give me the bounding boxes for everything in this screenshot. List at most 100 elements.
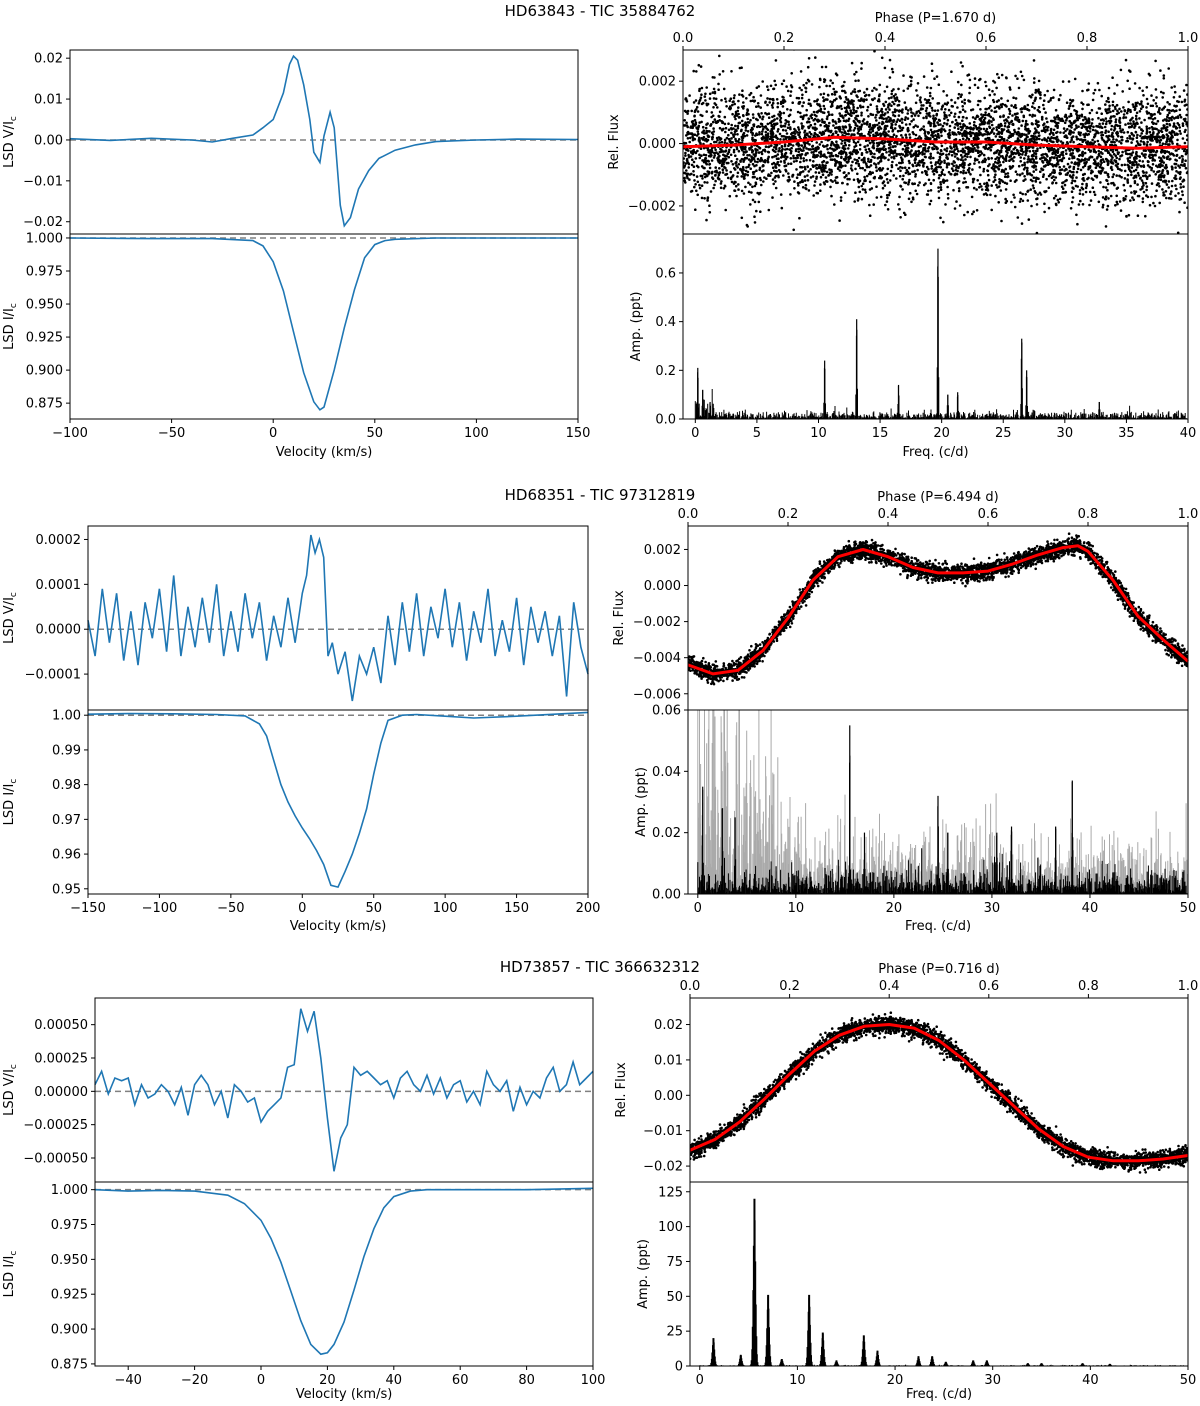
y-tick-label: 0.00000 [34,1085,88,1100]
x-tick-label: 5 [753,426,761,441]
y-tick-label: 0.975 [51,1218,88,1233]
y-tick-label: −0.002 [633,615,681,630]
y-axis-label: Amp. (ppt) [636,1239,651,1309]
y-tick-label: 0.02 [654,1018,683,1033]
light-curve-panel: −0.006 −0.004 −0.002 0.000 0.002 0.0 0.2 0.4 0.6… [612,490,1199,711]
star-title: HD63843 - TIC 35884762 [505,2,696,20]
x-tick-label: 100 [464,426,489,441]
y-tick-label: 0 [675,1360,683,1375]
top-x-tick-label: 0.4 [875,31,896,46]
stokes-i-panel: 0.95 0.96 0.97 0.98 0.99 1.00 LSD I/Ic −150 −100… [2,709,600,934]
x-axis-label: Velocity (km/s) [276,445,373,460]
top-x-tick-label: 1.0 [1178,979,1199,994]
x-tick-label: 20 [887,1373,904,1388]
y-tick-label: 0.96 [52,848,81,863]
y-tick-label: 125 [658,1185,683,1200]
y-tick-label: −0.0001 [25,668,81,683]
lsd-profile-line [94,1008,594,1172]
y-axis-label: LSD V/Ic [2,1064,19,1116]
y-axis-label: Rel. Flux [607,114,622,170]
y-axis-label: Amp. (ppt) [634,767,649,837]
top-x-tick-label: 0.8 [1077,31,1098,46]
y-tick-label: −0.004 [633,651,681,666]
y-tick-label: 0.950 [26,298,63,313]
x-tick-label: 50 [1180,901,1197,916]
data-points [690,1011,1188,1174]
stokes-v-panel: −0.0001 0.0000 0.0001 0.0002 LSD V/Ic [2,525,589,711]
axes-frame [69,233,579,420]
y-tick-label: 0.95 [52,882,81,897]
x-tick-label: 0 [298,901,306,916]
y-tick-label: 1.000 [51,1183,88,1198]
x-tick-label: 150 [504,901,529,916]
x-tick-label: 30 [984,901,1001,916]
top-x-tick-label: 0.2 [778,507,799,522]
x-tick-label: −20 [181,1373,208,1388]
light-curve-panel: −0.002 0.000 0.002 0.0 0.2 0.4 0.6 0.8 1.0 Phase … [607,11,1198,235]
x-tick-label: 30 [984,1373,1001,1388]
top-x-tick-label: 0.0 [678,507,699,522]
star-title: HD73857 - TIC 366632312 [500,958,700,976]
axes-frame [687,709,1189,895]
y-tick-label: −0.02 [23,215,63,230]
y-tick-label: 0.925 [51,1288,88,1303]
top-x-tick-label: 0.4 [879,979,900,994]
y-axis-label: LSD I/Ic [2,303,19,350]
top-x-tick-label: 0.8 [1078,507,1099,522]
x-tick-label: 0 [696,1373,704,1388]
x-tick-label: 25 [995,426,1012,441]
y-tick-label: 75 [666,1255,683,1270]
y-tick-label: 0.4 [655,315,676,330]
x-axis-label: Velocity (km/s) [296,1387,393,1402]
y-tick-label: 0.0001 [36,578,82,593]
stokes-v-panel: −0.00050 −0.00025 0.00000 0.00025 0.00050 LSD… [2,997,594,1183]
y-axis-label: Amp. (ppt) [629,292,644,362]
x-tick-label: 20 [886,901,903,916]
y-tick-label: 0.000 [639,137,676,152]
top-x-axis-label: Phase (P=1.670 d) [875,11,996,26]
top-x-tick-label: 0.6 [976,31,997,46]
top-x-tick-label: 0.2 [779,979,800,994]
y-tick-label: 0.000 [644,579,681,594]
x-tick-label: 15 [872,426,889,441]
x-tick-label: 40 [1082,1373,1099,1388]
y-tick-label: 0.0000 [36,623,82,638]
axes-frame [94,997,594,1183]
y-tick-label: 0.00025 [34,1052,88,1067]
y-tick-label: 0.99 [52,743,81,758]
y-tick-label: 0.6 [655,266,676,281]
scatter-points [683,50,1188,234]
y-axis-label: Rel. Flux [612,590,627,646]
x-tick-label: 150 [566,426,591,441]
periodogram-panel: 0.00 0.02 0.04 0.06 0 10 20 30 40 50 Freq. (c/d) Am… [634,704,1197,935]
top-x-tick-label: 0.2 [774,31,795,46]
x-tick-label: 10 [789,1373,806,1388]
top-x-tick-label: 0.0 [680,979,701,994]
periodogram-panel: 0 25 50 75 100 125 0 10 20 30 40 50 Freq. (c/d) Amp. … [636,1181,1196,1402]
y-axis-label: LSD I/Ic [2,1251,19,1298]
y-tick-label: 0.2 [655,364,676,379]
y-tick-label: 1.000 [26,231,63,246]
stokes-i-panel: 0.875 0.900 0.925 0.950 0.975 1.000 LSD I/Ic −4… [2,1181,606,1402]
x-tick-label: 40 [1180,426,1197,441]
x-tick-label: −40 [114,1373,141,1388]
star-panel-1: HD63843 - TIC 35884762−0.02−0.010.000.01… [2,2,1198,460]
y-tick-label: 50 [666,1290,683,1305]
scatter-points [688,532,1188,686]
x-tick-label: 80 [518,1373,535,1388]
y-tick-label: −0.01 [23,174,63,189]
x-tick-label: 100 [581,1373,606,1388]
lsd-profile-line [69,237,578,411]
y-tick-label: −0.02 [643,1160,683,1175]
x-tick-label: 60 [452,1373,469,1388]
y-tick-label: 0.01 [34,93,63,108]
lsd-profile-line [94,1187,594,1356]
top-x-tick-label: 1.0 [1178,507,1199,522]
y-tick-label: 0.04 [652,765,681,780]
secondary-spectrum [697,710,1188,894]
star-panel-2: HD68351 - TIC 97312819−0.00010.00000.000… [2,486,1198,934]
y-tick-label: −0.00050 [23,1152,88,1167]
x-tick-label: 0 [257,1373,265,1388]
data-points [683,50,1188,234]
x-tick-label: 200 [576,901,601,916]
